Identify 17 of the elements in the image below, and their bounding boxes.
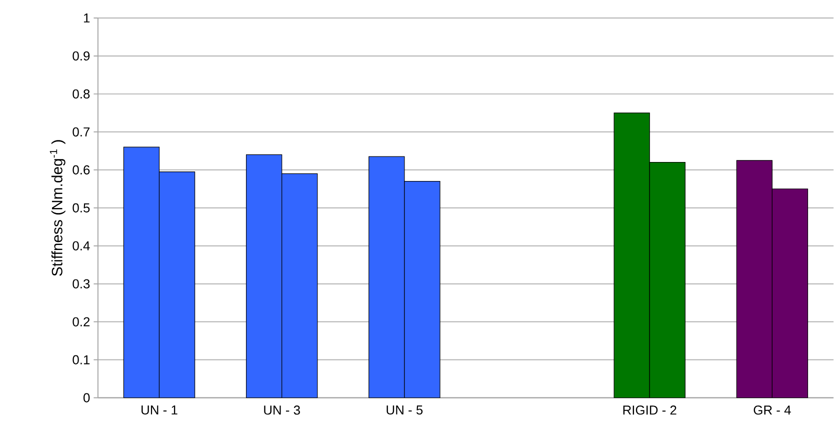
y-tick-label: 0.1 <box>72 355 90 364</box>
x-tick-label: UN - 5 <box>386 406 423 415</box>
x-tick-label: UN - 1 <box>142 406 178 415</box>
y-axis-title: Stiffness (Nm.deg$^{-1}$ ) <box>50 140 66 276</box>
y-tick-label: 0.6 <box>72 165 90 175</box>
y-tick-label: 0.3 <box>72 279 90 289</box>
y-tick-label: 0.7 <box>72 127 90 137</box>
y-tick-label: 0.9 <box>72 52 90 61</box>
y-tick-label: 0.8 <box>72 89 90 99</box>
y-tick-label: 0.2 <box>72 317 90 327</box>
x-tick-label: RIGID - 2 <box>623 406 676 415</box>
x-tick-label: GR - 4 <box>754 406 791 415</box>
y-tick-label: 1 <box>84 14 90 23</box>
y-tick-label: 0.4 <box>72 241 90 251</box>
x-tick-label: UN - 3 <box>264 406 300 415</box>
y-tick-label: 0 <box>83 393 90 402</box>
y-tick-label: 0.5 <box>72 203 90 213</box>
